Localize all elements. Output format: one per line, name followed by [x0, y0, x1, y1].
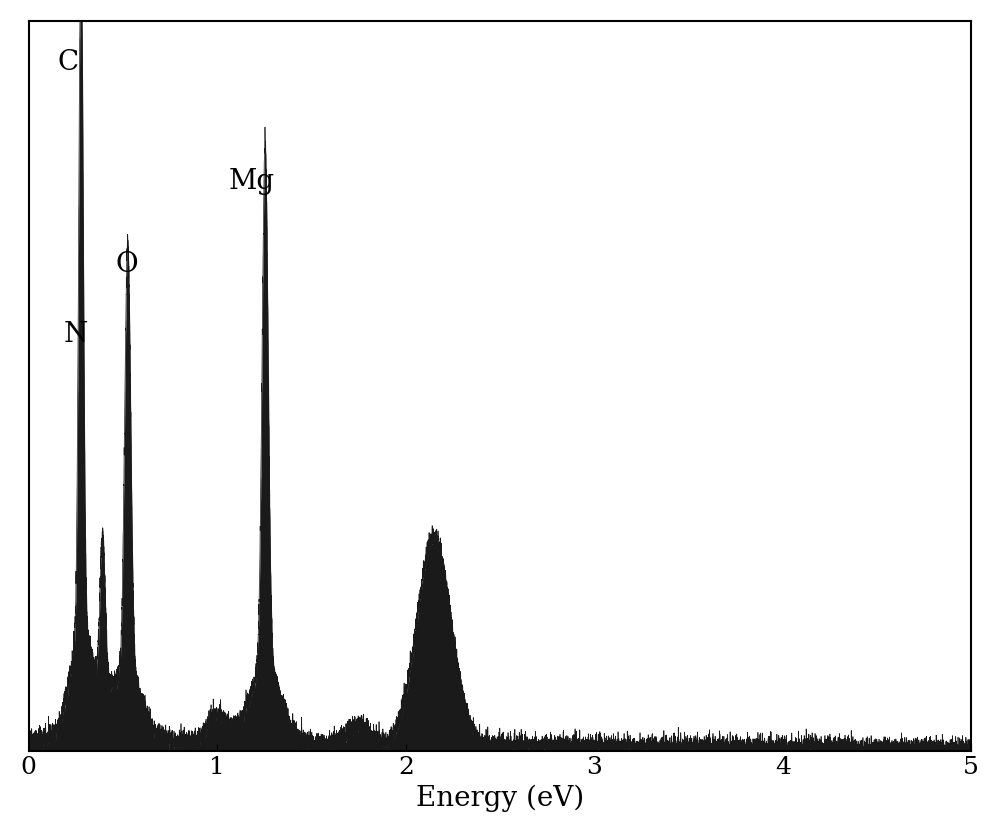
Text: N: N: [64, 321, 88, 348]
Text: C: C: [57, 49, 78, 77]
Text: Mg: Mg: [228, 167, 274, 195]
X-axis label: Energy (eV): Energy (eV): [416, 785, 584, 812]
Text: O: O: [115, 252, 138, 278]
